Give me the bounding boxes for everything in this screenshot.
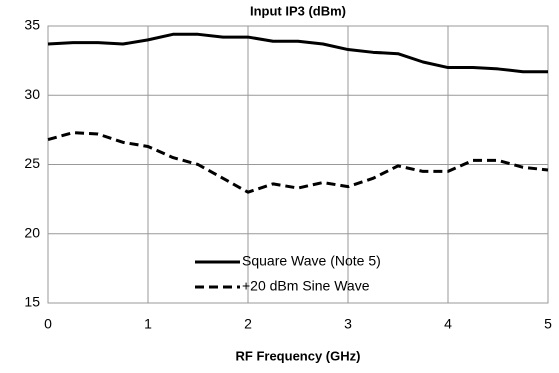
plot-frame	[47, 25, 549, 304]
legend-label: Square Wave (Note 5)	[242, 253, 381, 269]
legend-label: +20 dBm Sine Wave	[242, 278, 370, 294]
y-tick-label: 35	[24, 17, 40, 33]
x-tick-label: 4	[444, 316, 452, 332]
x-tick-label: 5	[544, 316, 552, 332]
x-tick-label: 3	[344, 316, 352, 332]
x-axis-label: RF Frequency (GHz)	[236, 348, 361, 363]
y-tick-label: 15	[24, 294, 40, 310]
x-tick-label: 0	[44, 316, 52, 332]
chart-title: Input IP3 (dBm)	[250, 3, 346, 18]
y-tick-label: 20	[24, 224, 40, 240]
series-line	[47, 131, 549, 194]
y-tick-label: 25	[24, 155, 40, 171]
x-tick-label: 2	[244, 316, 252, 332]
y-tick-label: 30	[24, 86, 40, 102]
x-tick-label: 1	[144, 316, 152, 332]
series-line	[47, 32, 548, 74]
